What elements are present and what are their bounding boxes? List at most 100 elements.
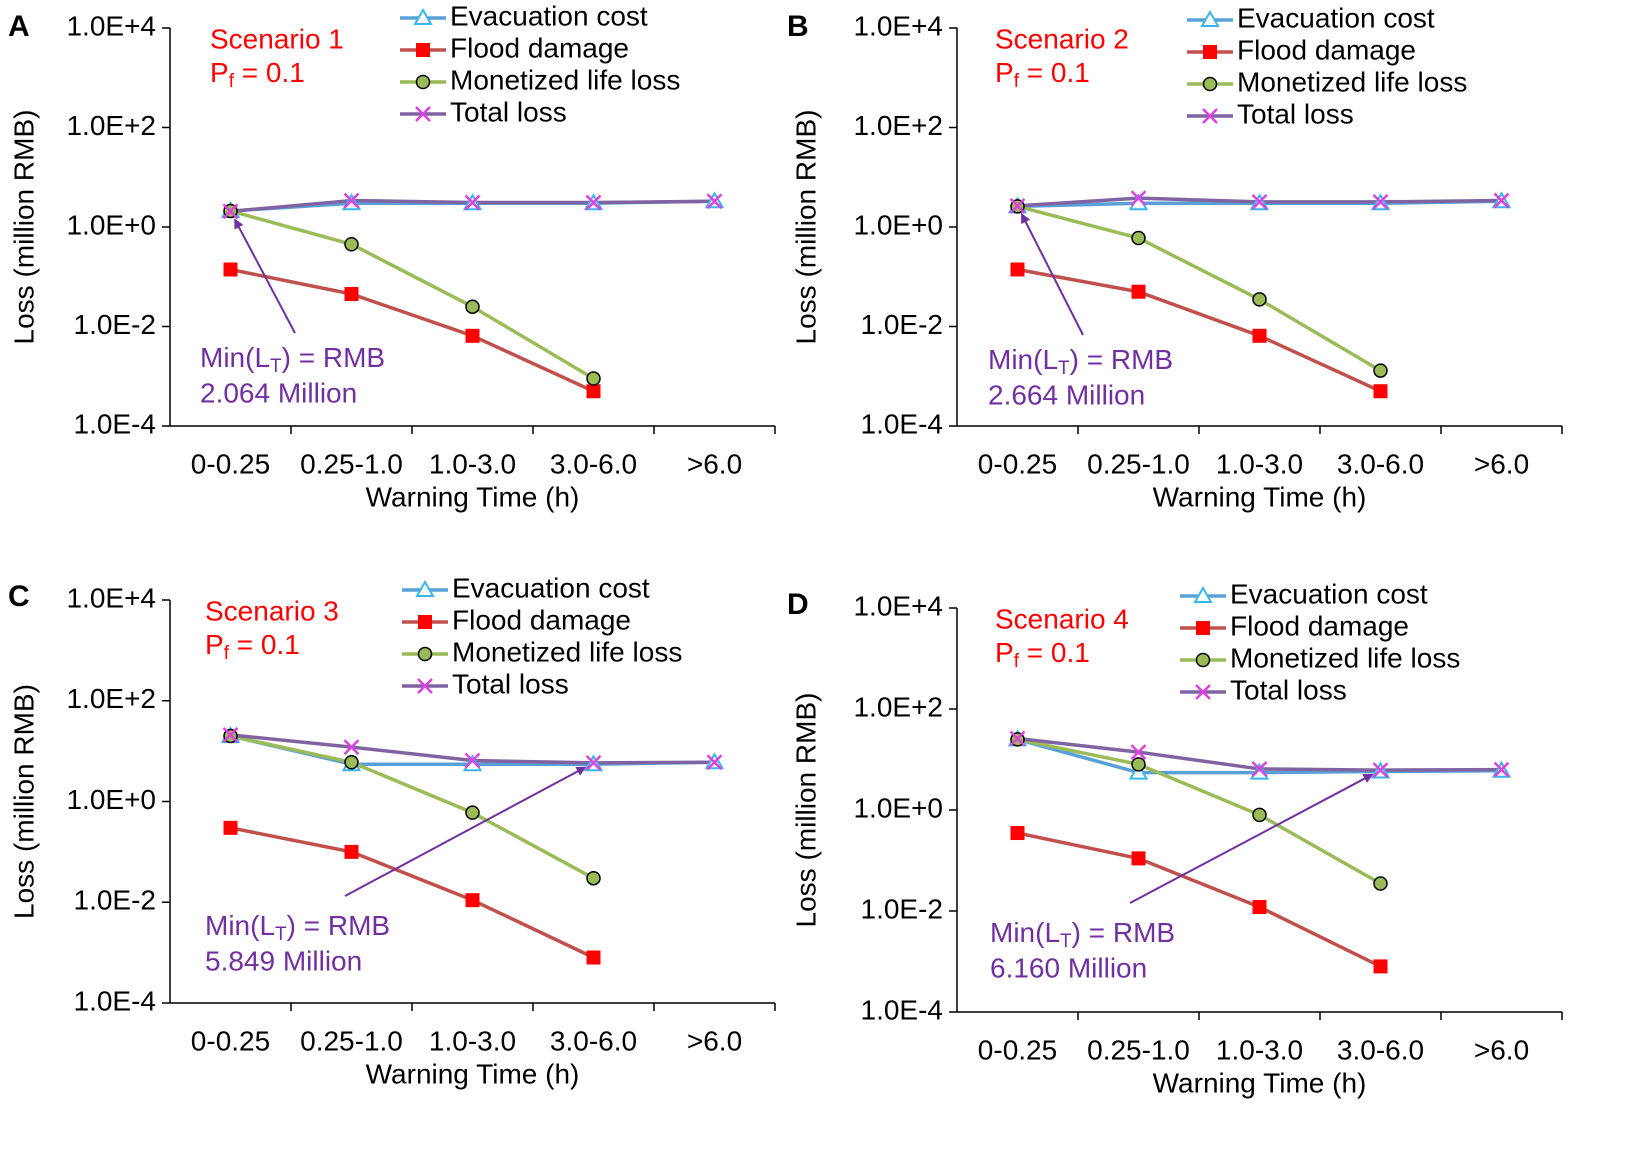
data-point-flood-damage — [1131, 851, 1146, 866]
x-axis-label: Warning Time (h) — [1153, 481, 1367, 512]
data-point-monetized-life-loss — [1252, 807, 1267, 823]
legend-label-total-loss: Total loss — [450, 96, 567, 127]
legend-label-flood-damage: Flood damage — [1230, 610, 1409, 641]
series-line-monetized-life-loss — [1017, 737, 1382, 886]
legend-label-evacuation-cost: Evacuation cost — [450, 0, 648, 31]
legend-label-flood-damage: Flood damage — [452, 604, 631, 635]
data-point-monetized-life-loss — [1252, 292, 1267, 307]
data-point-total-loss — [1130, 190, 1147, 207]
data-point-flood-damage — [465, 893, 480, 908]
y-tick-label: 1.0E-4 — [74, 408, 157, 439]
y-tick-label: 1.0E-2 — [74, 309, 157, 340]
data-point-flood-damage — [223, 262, 238, 277]
y-axis-label: Loss (million RMB) — [790, 693, 821, 928]
chart-panel-a: A 1.0E+4 1.0E+2 1.0E+0 1.0E-2 1.0E-4 0-0.25 0.2… — [8, 0, 776, 512]
data-point-flood-damage — [586, 950, 601, 965]
x-tick-label: 0.25-1.0 — [300, 448, 403, 479]
data-point-total-loss — [343, 192, 360, 209]
min-total-loss-annotation-line1: Min(LT) = RMB — [205, 910, 390, 945]
x-axis-label: Warning Time (h) — [366, 481, 580, 512]
y-tick-label: 1.0E+2 — [853, 110, 943, 141]
legend-label-total-loss: Total loss — [452, 668, 569, 699]
x-tick-label: 3.0-6.0 — [1337, 448, 1424, 479]
min-total-loss-arrow — [1021, 212, 1084, 336]
y-axis-label: Loss (million RMB) — [8, 684, 39, 919]
y-tick-label: 1.0E-2 — [74, 885, 157, 916]
data-point-flood-damage — [1373, 384, 1388, 399]
x-tick-label: >6.0 — [687, 1025, 742, 1056]
data-point-total-loss — [343, 739, 360, 756]
series-line-monetized-life-loss — [230, 209, 595, 381]
data-point-flood-damage — [344, 287, 359, 302]
legend-label-monetized-life-loss: Monetized life loss — [452, 636, 682, 667]
chart-panel-d: D 1.0E+4 1.0E+2 1.0E+0 1.0E-2 1.0E-4 0-0.25 0.2… — [787, 578, 1563, 1098]
chart-panel-b: B 1.0E+4 1.0E+2 1.0E+0 1.0E-2 1.0E-4 0-0.25 0.2… — [787, 2, 1563, 512]
legend-label-evacuation-cost: Evacuation cost — [452, 572, 650, 603]
legend-label-total-loss: Total loss — [1237, 98, 1354, 129]
y-tick-label: 1.0E-2 — [861, 893, 944, 924]
y-tick-label: 1.0E+4 — [853, 590, 943, 621]
legend-label-flood-damage: Flood damage — [450, 32, 629, 63]
x-tick-label: >6.0 — [1474, 1034, 1529, 1065]
x-tick-label: 0.25-1.0 — [1087, 1034, 1190, 1065]
x-tick-label: >6.0 — [1474, 448, 1529, 479]
panel-letter: A — [8, 10, 30, 43]
legend-marker-flood-damage — [418, 615, 432, 629]
series-line-flood-damage — [1017, 267, 1382, 393]
panel-letter: B — [787, 10, 809, 43]
data-point-flood-damage — [344, 844, 359, 859]
legend-label-evacuation-cost: Evacuation cost — [1237, 2, 1435, 33]
series-line-flood-damage — [230, 267, 595, 393]
y-tick-label: 1.0E-4 — [861, 994, 944, 1025]
chart-panel-c: C 1.0E+4 1.0E+2 1.0E+0 1.0E-2 1.0E-4 0-0.25 0.2… — [8, 572, 776, 1089]
y-tick-label: 1.0E+4 — [853, 10, 943, 41]
y-tick-label: 1.0E-2 — [861, 309, 944, 340]
legend-label-monetized-life-loss: Monetized life loss — [450, 64, 680, 95]
data-point-total-loss — [1251, 193, 1268, 210]
x-tick-label: 1.0-3.0 — [1216, 1034, 1303, 1065]
legend-marker-total-loss — [1202, 108, 1218, 124]
data-point-total-loss — [706, 754, 723, 771]
legend-marker-evacuation-cost — [415, 579, 435, 597]
data-point-flood-damage — [1252, 900, 1267, 915]
y-axis-label: Loss (million RMB) — [790, 110, 821, 345]
min-total-loss-annotation-line1: Min(LT) = RMB — [988, 344, 1173, 379]
x-tick-label: 1.0-3.0 — [429, 448, 516, 479]
data-point-total-loss — [1009, 197, 1026, 214]
min-total-loss-arrow — [234, 218, 296, 334]
data-point-total-loss — [706, 193, 723, 210]
legend-label-total-loss: Total loss — [1230, 674, 1347, 705]
legend-marker-flood-damage — [1196, 621, 1210, 635]
data-point-flood-damage — [465, 328, 480, 343]
legend-marker-total-loss — [415, 106, 431, 122]
min-total-loss-annotation-value: 6.160 Million — [990, 952, 1147, 983]
data-point-total-loss — [222, 727, 239, 743]
y-tick-label: 1.0E+0 — [853, 792, 943, 823]
data-point-flood-damage — [1252, 328, 1267, 343]
min-total-loss-annotation-line1: Min(LT) = RMB — [990, 917, 1175, 952]
x-tick-label: >6.0 — [687, 448, 742, 479]
scenario-label: Scenario 4 — [995, 603, 1129, 634]
scenario-label: Scenario 1 — [210, 23, 344, 54]
data-point-total-loss — [1009, 730, 1026, 747]
legend-marker-evacuation-cost — [1200, 9, 1220, 27]
legend-label-flood-damage: Flood damage — [1237, 34, 1416, 65]
x-tick-label: 0.25-1.0 — [1087, 448, 1190, 479]
x-tick-label: 3.0-6.0 — [550, 1025, 637, 1056]
data-point-total-loss — [1372, 762, 1389, 779]
y-tick-label: 1.0E+0 — [853, 209, 943, 240]
data-point-flood-damage — [586, 384, 601, 399]
data-point-total-loss — [222, 203, 239, 220]
x-axis-label: Warning Time (h) — [1153, 1067, 1367, 1098]
data-point-monetized-life-loss — [465, 805, 480, 820]
data-point-flood-damage — [1131, 284, 1146, 299]
data-point-flood-damage — [1010, 826, 1025, 841]
data-point-total-loss — [1493, 192, 1510, 209]
data-point-total-loss — [464, 194, 481, 211]
min-total-loss-arrow — [1129, 773, 1374, 904]
scenario-label: Scenario 2 — [995, 23, 1129, 54]
data-point-monetized-life-loss — [1373, 363, 1388, 378]
